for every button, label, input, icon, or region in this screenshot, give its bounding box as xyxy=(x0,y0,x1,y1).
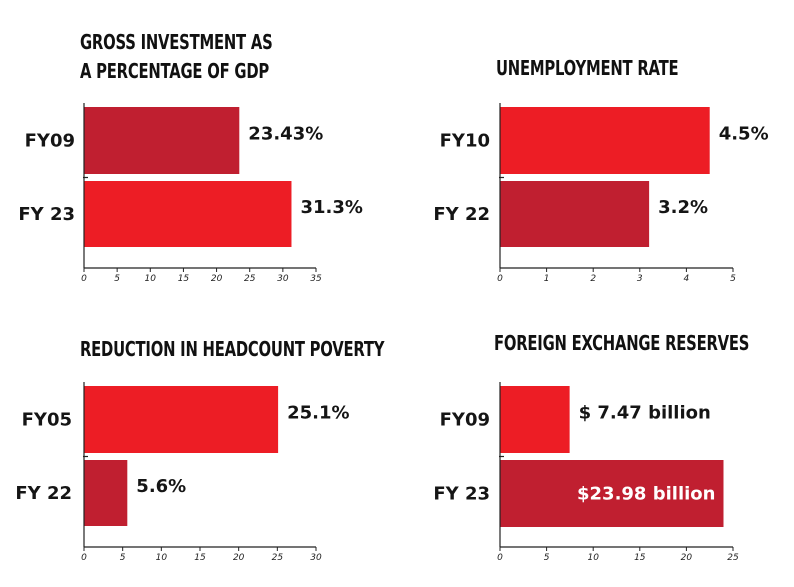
bar-fy10 xyxy=(500,107,710,174)
chart-title: REDUCTION IN HEADCOUNT POVERTY xyxy=(80,337,385,361)
x-tick-label: 30 xyxy=(277,274,289,284)
category-label: FY 23 xyxy=(18,204,75,225)
x-tick-label: 25 xyxy=(272,553,284,563)
x-tick-label: 10 xyxy=(145,274,157,284)
data-label: 23.43% xyxy=(248,124,323,145)
bar-chart-svg: FY09 23.43% FY 23 31.3% 0 5 10 15 20 25 30 35 xyxy=(18,103,363,284)
data-label: $23.98 billion xyxy=(577,484,715,505)
category-label: FY10 xyxy=(440,131,490,152)
bar-chart-svg: FY10 4.5% FY 22 3.2% 0 1 2 3 4 5 xyxy=(433,103,769,284)
x-tick-label: 5 xyxy=(544,553,550,563)
data-label: 4.5% xyxy=(719,124,769,145)
x-tick-label: 25 xyxy=(727,553,739,563)
x-tick-label: 4 xyxy=(684,274,690,284)
x-tick-label: 30 xyxy=(310,553,322,563)
category-label: FY05 xyxy=(22,410,72,431)
category-label: FY 23 xyxy=(433,484,490,505)
data-label: 25.1% xyxy=(287,403,349,424)
x-tick-label: 15 xyxy=(194,553,206,563)
x-tick-label: 0 xyxy=(81,553,87,563)
bar-fy23 xyxy=(500,460,724,527)
category-label: FY09 xyxy=(25,131,75,152)
chart-headcount-poverty: REDUCTION IN HEADCOUNT POVERTY FY05 25.1%… xyxy=(15,337,385,563)
chart-title-line-2: A PERCENTAGE OF GDP xyxy=(80,59,270,83)
bar-fy09 xyxy=(500,386,570,453)
x-tick-label: 10 xyxy=(587,553,599,563)
x-tick-label: 1 xyxy=(544,274,550,284)
chart-gross-investment: GROSS INVESTMENT AS A PERCENTAGE OF GDP … xyxy=(0,0,397,293)
category-label: FY09 xyxy=(440,410,490,431)
category-label: FY 22 xyxy=(433,204,490,225)
x-tick-label: 0 xyxy=(497,553,503,563)
x-tick-label: 3 xyxy=(637,274,643,284)
x-tick-label: 20 xyxy=(211,274,223,284)
x-tick-label: 5 xyxy=(730,274,736,284)
bar-fy05 xyxy=(84,386,279,453)
x-tick-label: 5 xyxy=(120,553,126,563)
x-tick-label: 15 xyxy=(178,274,190,284)
bar-fy23 xyxy=(84,181,292,247)
chart-unemployment-rate: UNEMPLOYMENT RATE FY10 4.5% FY 22 3.2% 0 1 2 3 4… xyxy=(0,0,794,293)
x-tick-label: 15 xyxy=(634,553,646,563)
x-tick-label: 20 xyxy=(681,553,693,563)
chart-title: FOREIGN EXCHANGE RESERVES xyxy=(494,331,750,355)
chart-title: UNEMPLOYMENT RATE xyxy=(496,56,679,80)
x-tick-label: 20 xyxy=(233,553,245,563)
x-tick-label: 0 xyxy=(497,274,503,284)
data-label: 31.3% xyxy=(300,197,362,218)
bar-chart-svg: FY05 25.1% FY 22 5.6% 0 5 10 15 20 25 30 xyxy=(15,382,350,563)
data-label: 3.2% xyxy=(658,197,708,218)
x-tick-label: 0 xyxy=(81,274,87,284)
category-label: FY 22 xyxy=(15,483,72,504)
x-tick-label: 5 xyxy=(114,274,120,284)
bar-fy09 xyxy=(84,107,240,174)
data-label: 5.6% xyxy=(136,476,186,497)
x-tick-label: 2 xyxy=(590,274,596,284)
bar-fy22 xyxy=(500,181,650,247)
chart-title-line-1: GROSS INVESTMENT AS xyxy=(80,30,273,54)
data-label: $ 7.47 billion xyxy=(579,403,711,424)
x-tick-label: 35 xyxy=(310,274,322,284)
x-tick-label: 25 xyxy=(244,274,256,284)
x-tick-label: 10 xyxy=(156,553,168,563)
bar-fy22 xyxy=(84,460,128,526)
